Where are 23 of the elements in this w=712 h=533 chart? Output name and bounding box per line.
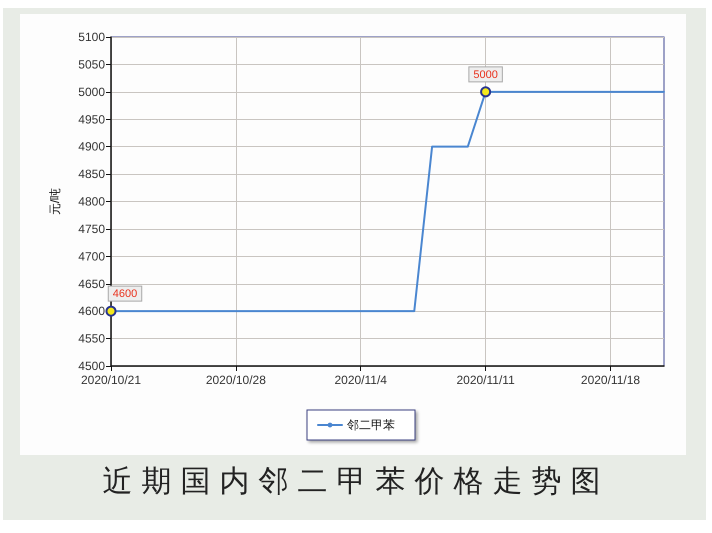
y-tick-label: 4600 [78, 304, 106, 318]
y-tick-label: 4950 [78, 112, 106, 126]
y-tick-label: 4550 [78, 332, 106, 346]
y-tick-label: 4700 [78, 249, 106, 264]
x-tick-label: 2020/11/18 [580, 373, 640, 387]
data-label: 4600 [112, 288, 138, 300]
text: 近期国内邻二甲苯价格走势图 [102, 463, 610, 501]
y-tick-label: 5050 [78, 57, 106, 72]
y-tick-label: 5100 [78, 30, 106, 44]
x-tick-label: 2020/10/21 [80, 373, 142, 387]
x-tick-label: 2020/10/28 [206, 373, 266, 387]
y-tick-label: 5000 [78, 84, 106, 99]
y-tick-label: 4500 [78, 359, 106, 373]
x-tick-label: 2020/11/11 [456, 373, 516, 387]
data-label: 5000 [473, 68, 498, 81]
legend-label: 邻二甲苯 [347, 418, 395, 432]
y-tick-label: 4750 [78, 222, 106, 236]
y-axis-title: 元/吨 [48, 188, 62, 216]
y-tick-label: 4800 [78, 194, 106, 208]
x-tick-label: 2020/11/4 [334, 373, 388, 387]
y-tick-label: 4900 [78, 140, 106, 154]
y-tick-label: 4650 [78, 276, 106, 291]
y-tick-label: 4850 [78, 167, 106, 182]
